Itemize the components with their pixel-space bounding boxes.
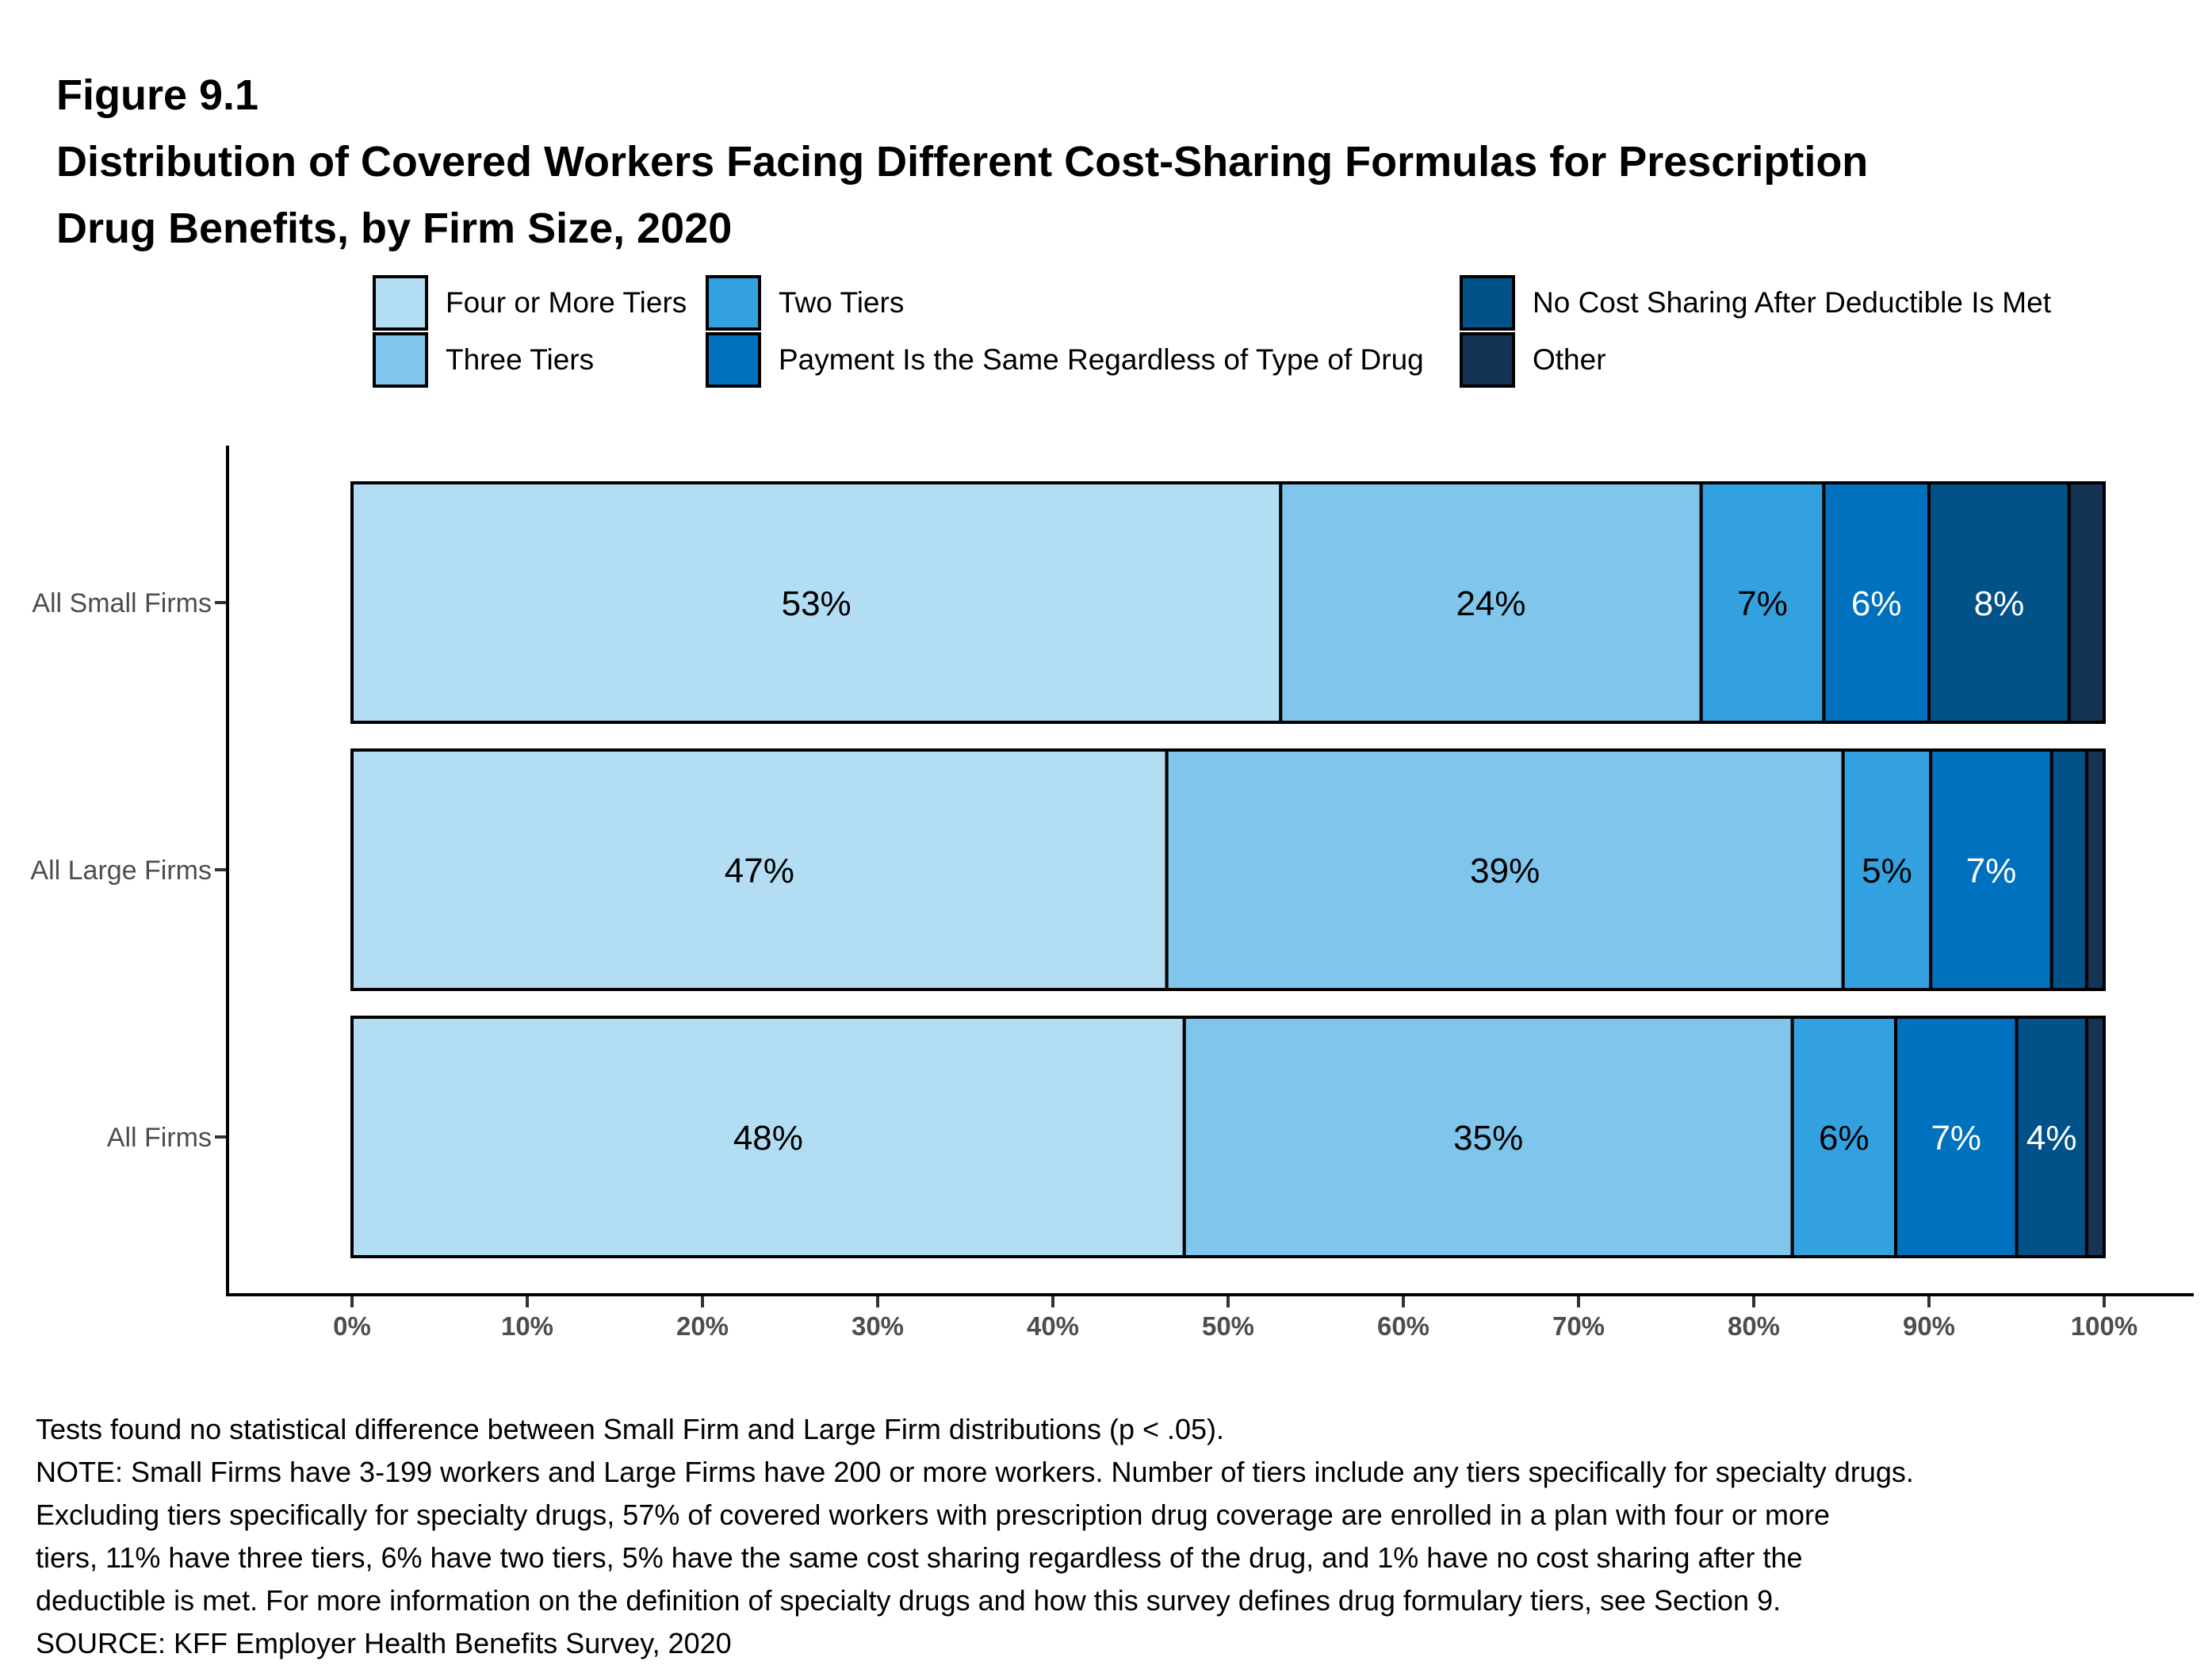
bar-segment-no-cost-sharing-after-deductible-is-met [2049, 748, 2088, 991]
footnote-source: SOURCE: KFF Employer Health Benefits Sur… [36, 1627, 732, 1659]
legend-swatch-no-cost-sharing [1460, 274, 1515, 331]
y-tick-label: All Small Firms [32, 588, 212, 618]
footnote-note-cont-2: tiers, 11% have three tiers, 6% have two… [36, 1541, 1803, 1574]
data-label: 39% [1470, 852, 1540, 890]
bar-segment-four-or-more-tiers [350, 748, 1169, 991]
x-tick-label: 70% [1552, 1311, 1605, 1341]
x-tick-label: 80% [1728, 1311, 1780, 1341]
legend-swatch-payment-same [706, 331, 761, 388]
legend-item-two-tiers: Two Tiers [706, 274, 905, 331]
legend-item-four-or-more-tiers: Four or More Tiers [373, 274, 687, 331]
legend-swatch-four-or-more-tiers [373, 274, 428, 331]
bar-all-small-firms: 53% 24% 7% 6% 8% [350, 481, 2107, 724]
legend-label: Other [1533, 343, 1606, 376]
y-tick-label: All Large Firms [30, 855, 212, 886]
figure-title-line-2: Drug Benefits, by Firm Size, 2020 [56, 205, 733, 252]
x-tick-label: 20% [676, 1311, 729, 1341]
bars-group: 53% 24% 7% 6% 8% 47% 39% 5% 7% 48% 35% 6% 7% 4% [350, 481, 2107, 1258]
data-label: 24% [1456, 584, 1525, 623]
data-label: 6% [1819, 1119, 1869, 1158]
x-tick-label: 30% [852, 1311, 904, 1341]
data-label: 53% [782, 584, 852, 623]
x-tick-label: 100% [2071, 1311, 2137, 1341]
legend-label: Three Tiers [446, 343, 595, 376]
figure-number: Figure 9.1 [56, 71, 259, 119]
figure-title-block: Figure 9.1 Distribution of Covered Worke… [56, 62, 1868, 262]
data-label: 5% [1862, 852, 1912, 890]
bar-segment-four-or-more-tiers [350, 1016, 1186, 1258]
x-tick-label: 90% [1903, 1311, 1955, 1341]
x-tick-label: 40% [1027, 1311, 1079, 1341]
bar-segment-three-tiers [1165, 748, 1845, 991]
legend-item-no-cost-sharing: No Cost Sharing After Deductible Is Met [1460, 274, 2051, 331]
bar-segment-no-cost-sharing-after-deductible-is-met [2015, 1016, 2088, 1258]
bar-segment-other [2084, 1016, 2106, 1258]
legend-swatch-three-tiers [373, 331, 428, 388]
data-label: 35% [1453, 1119, 1523, 1158]
x-tick-label: 10% [501, 1311, 553, 1341]
legend-item-payment-same: Payment Is the Same Regardless of Type o… [706, 331, 1424, 388]
legend-label: Payment Is the Same Regardless of Type o… [779, 343, 1424, 376]
bar-all-large-firms: 47% 39% 5% 7% [350, 748, 2106, 991]
bar-segment-three-tiers [1279, 481, 1703, 724]
footnote-note: NOTE: Small Firms have 3-199 workers and… [36, 1456, 1914, 1488]
y-tick-label: All Firms [107, 1123, 212, 1153]
footnotes: Tests found no statistical difference be… [36, 1408, 1914, 1665]
legend-item-other: Other [1460, 331, 1606, 388]
data-label: 6% [1851, 584, 1902, 623]
bar-segment-four-or-more-tiers [350, 481, 1283, 724]
bar-segment-no-cost-sharing-after-deductible-is-met [1927, 481, 2071, 724]
axes-group: All Small Firms All Large Firms All Firms 0… [30, 446, 2194, 1341]
bar-segment-three-tiers [1182, 1016, 1794, 1258]
data-label: 48% [733, 1119, 803, 1158]
bar-segment-other [2084, 748, 2106, 991]
data-label: 4% [2026, 1119, 2077, 1158]
footnote-note-cont-1: Excluding tiers specifically for special… [36, 1498, 1831, 1531]
bar-segment-two-tiers [1841, 748, 1933, 991]
bar-segment-two-tiers [1699, 481, 1826, 724]
data-label: 7% [1737, 584, 1788, 623]
x-tick-label: 0% [333, 1311, 371, 1341]
legend-label: Four or More Tiers [446, 285, 687, 319]
legend-item-three-tiers: Three Tiers [373, 331, 595, 388]
bar-segment-payment-is-the-same-regardless-of-type-of-drug [1894, 1016, 2019, 1258]
data-label: 7% [1931, 1119, 1981, 1158]
legend-label: Two Tiers [779, 285, 905, 319]
figure-title-line-1: Distribution of Covered Workers Facing D… [56, 138, 1869, 186]
data-label: 7% [1966, 852, 2017, 890]
data-label: 8% [1974, 584, 2025, 623]
legend-swatch-other [1460, 331, 1515, 388]
x-tick-label: 60% [1377, 1311, 1429, 1341]
legend-label: No Cost Sharing After Deductible Is Met [1533, 285, 2051, 319]
bar-all-firms: 48% 35% 6% 7% 4% [350, 1016, 2106, 1258]
bar-segment-payment-is-the-same-regardless-of-type-of-drug [1822, 481, 1931, 724]
bar-segment-two-tiers [1790, 1016, 1898, 1258]
x-tick-label: 50% [1202, 1311, 1254, 1341]
footnote-note-cont-3: deductible is met. For more information … [36, 1584, 1781, 1617]
data-label: 47% [725, 852, 794, 890]
bar-segment-other [2067, 481, 2107, 724]
footnote-significance: Tests found no statistical difference be… [36, 1413, 1225, 1445]
legend-swatch-two-tiers [706, 274, 761, 331]
